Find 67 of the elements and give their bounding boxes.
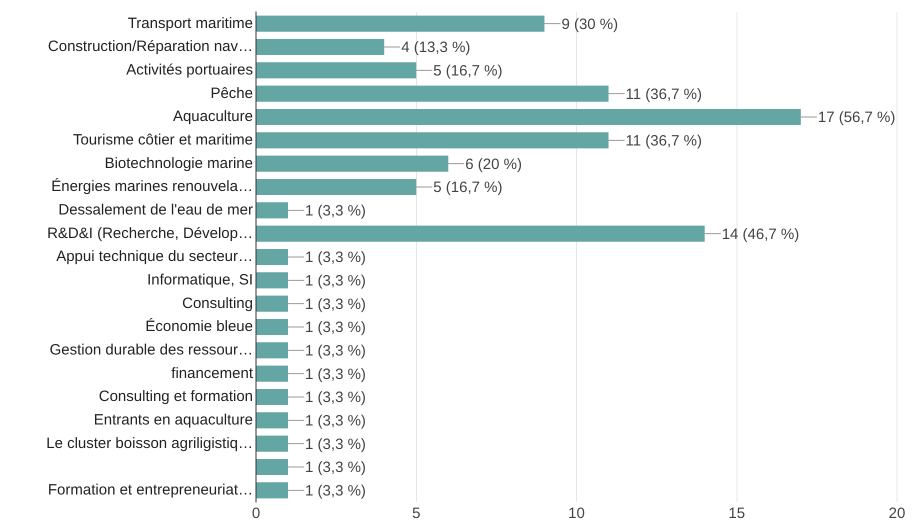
y-tick-label: Activités portuaires (126, 61, 253, 78)
y-tick-label: Gestion durable des ressour… (50, 341, 253, 358)
y-tick-label: Dessalement de l'eau de mer (58, 201, 253, 218)
bar (256, 342, 288, 358)
x-tick-label: 15 (728, 505, 746, 522)
bar (256, 388, 288, 406)
bar (256, 62, 416, 78)
y-tick-label: Consulting et formation (98, 388, 253, 406)
x-tick-label: 5 (412, 505, 420, 522)
data-label: 1 (3,3 %) (305, 459, 366, 476)
y-tick-label: financement (171, 364, 254, 382)
y-tick-label: Pêche (210, 84, 253, 102)
bar (256, 132, 609, 148)
y-tick-label: Informatique, SI (147, 271, 253, 288)
data-label: 6 (20 %) (465, 156, 522, 173)
data-label: 9 (30 %) (561, 16, 618, 33)
data-label: 1 (3,3 %) (305, 389, 366, 406)
data-label: 5 (16,7 %) (433, 179, 502, 196)
data-label: 1 (3,3 %) (305, 436, 366, 453)
data-label: 17 (56,7 %) (818, 109, 896, 126)
data-label: 11 (36,7 %) (626, 132, 702, 150)
data-label: 1 (3,3 %) (305, 202, 366, 220)
y-tick-label: Consulting (182, 294, 253, 312)
bar (256, 248, 288, 266)
bar (256, 226, 705, 242)
bar (256, 296, 288, 312)
bar (256, 108, 801, 126)
y-tick-label: Construction/Réparation nav… (48, 38, 253, 56)
data-label: 1 (3,3 %) (305, 296, 366, 313)
y-tick-label: Formation et entrepreneuriat… (48, 481, 253, 498)
y-tick-label: Économie bleue (145, 317, 253, 336)
y-tick-label: Appui technique du secteur… (56, 248, 253, 266)
y-tick-label: Biotechnologie marine (104, 154, 253, 172)
x-tick-label: 10 (568, 505, 585, 522)
bar (256, 16, 544, 32)
data-label: 1 (3,3 %) (305, 272, 366, 290)
data-label: 14 (46,7 %) (722, 226, 800, 243)
data-label: 1 (3,3 %) (305, 342, 366, 360)
bar (256, 86, 609, 102)
bar (256, 202, 288, 218)
y-tick-label: Tourisme côtier et maritime (72, 131, 253, 148)
data-label: 11 (36,7 %) (626, 86, 702, 103)
x-tick-label: 20 (888, 505, 906, 522)
y-tick-label: Aquaculture (172, 108, 253, 126)
y-tick-label: Énergies marines renouvela… (51, 177, 253, 196)
bar (256, 178, 416, 196)
data-label: 1 (3,3 %) (305, 412, 366, 430)
bar (256, 436, 288, 452)
data-label: 1 (3,3 %) (305, 366, 366, 383)
bar (256, 272, 288, 288)
bar (256, 482, 288, 498)
bar (256, 412, 288, 428)
x-tick-label: 0 (252, 505, 260, 522)
bar (256, 366, 288, 382)
data-label: 1 (3,3 %) (305, 482, 366, 500)
bar (256, 156, 448, 172)
y-tick-label: R&D&I (Recherche, Dévelop… (47, 224, 253, 242)
data-label: 4 (13,3 %) (401, 39, 470, 56)
y-tick-label: Le cluster boisson agriligistiq… (46, 434, 253, 452)
bar (256, 458, 288, 476)
bar (256, 38, 384, 56)
data-label: 1 (3,3 %) (305, 249, 366, 266)
data-label: 5 (16,7 %) (433, 62, 502, 80)
bar (256, 318, 288, 336)
data-label: 1 (3,3 %) (305, 319, 366, 336)
y-tick-label: Transport maritime (128, 14, 253, 32)
y-tick-label: Entrants en aquaculture (94, 411, 253, 428)
